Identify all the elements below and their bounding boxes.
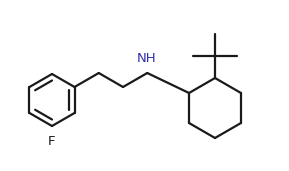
Text: NH: NH [136,52,156,65]
Text: F: F [48,135,56,148]
